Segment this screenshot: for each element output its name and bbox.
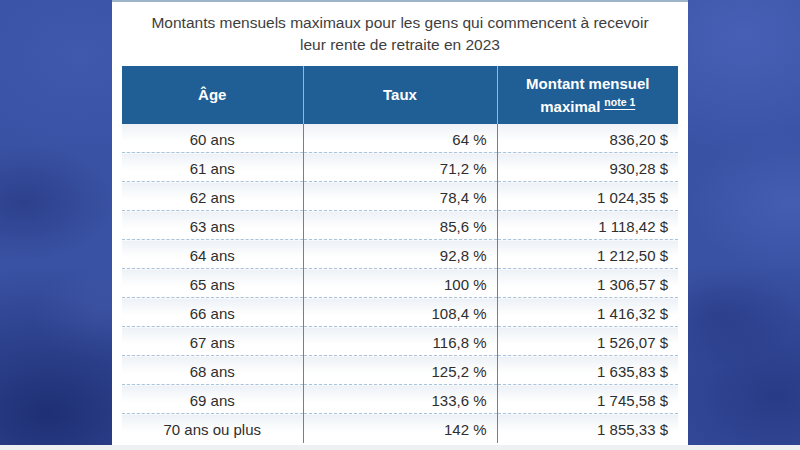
cell-amt: 1 212,50 $ bbox=[497, 240, 678, 269]
cell-taux: 64 % bbox=[303, 124, 497, 153]
cell-age: 61 ans bbox=[122, 153, 303, 182]
cell-age: 62 ans bbox=[122, 182, 303, 211]
cell-taux: 92,8 % bbox=[303, 240, 497, 269]
cell-age: 60 ans bbox=[122, 124, 303, 153]
cell-age: 69 ans bbox=[122, 385, 303, 414]
cell-taux: 133,6 % bbox=[303, 385, 497, 414]
column-header-age: Âge bbox=[122, 66, 303, 124]
cell-amt: 836,20 $ bbox=[497, 124, 678, 153]
table-body: 60 ans64 %836,20 $61 ans71,2 %930,28 $62… bbox=[122, 124, 678, 443]
table-row: 60 ans64 %836,20 $ bbox=[122, 124, 678, 153]
table-header: Âge Taux Montant mensuel maximalnote 1 bbox=[122, 66, 678, 124]
cell-taux: 71,2 % bbox=[303, 153, 497, 182]
pension-amounts-table: Âge Taux Montant mensuel maximalnote 1 6… bbox=[122, 66, 678, 443]
table-row: 64 ans92,8 %1 212,50 $ bbox=[122, 240, 678, 269]
page-background: { "page": { "background_color": "#3a52a4… bbox=[0, 0, 800, 450]
cell-taux: 142 % bbox=[303, 414, 497, 443]
table-row: 68 ans125,2 %1 635,83 $ bbox=[122, 356, 678, 385]
cell-taux: 125,2 % bbox=[303, 356, 497, 385]
table-row: 69 ans133,6 %1 745,58 $ bbox=[122, 385, 678, 414]
cell-taux: 78,4 % bbox=[303, 182, 497, 211]
cell-amt: 1 855,33 $ bbox=[497, 414, 678, 443]
table-row: 63 ans85,6 %1 118,42 $ bbox=[122, 211, 678, 240]
cell-amt: 1 635,83 $ bbox=[497, 356, 678, 385]
cell-age: 67 ans bbox=[122, 327, 303, 356]
cell-amt: 1 416,32 $ bbox=[497, 298, 678, 327]
table-row: 61 ans71,2 %930,28 $ bbox=[122, 153, 678, 182]
cell-age: 63 ans bbox=[122, 211, 303, 240]
cell-amt: 930,28 $ bbox=[497, 153, 678, 182]
column-header-age-label: Âge bbox=[198, 86, 226, 103]
cell-taux: 108,4 % bbox=[303, 298, 497, 327]
table-row: 70 ans ou plus142 %1 855,33 $ bbox=[122, 414, 678, 443]
cell-amt: 1 024,35 $ bbox=[497, 182, 678, 211]
table-row: 62 ans78,4 %1 024,35 $ bbox=[122, 182, 678, 211]
note-1-link[interactable]: note 1 bbox=[604, 96, 635, 108]
cell-age: 64 ans bbox=[122, 240, 303, 269]
cell-age: 66 ans bbox=[122, 298, 303, 327]
column-header-montant: Montant mensuel maximalnote 1 bbox=[497, 66, 678, 124]
cell-age: 70 ans ou plus bbox=[122, 414, 303, 443]
table-row: 66 ans108,4 %1 416,32 $ bbox=[122, 298, 678, 327]
cell-taux: 100 % bbox=[303, 269, 497, 298]
cell-amt: 1 118,42 $ bbox=[497, 211, 678, 240]
cell-amt: 1 526,07 $ bbox=[497, 327, 678, 356]
table-row: 67 ans116,8 %1 526,07 $ bbox=[122, 327, 678, 356]
column-header-taux-label: Taux bbox=[383, 86, 417, 103]
cell-age: 65 ans bbox=[122, 269, 303, 298]
column-header-taux: Taux bbox=[303, 66, 497, 124]
cell-amt: 1 306,57 $ bbox=[497, 269, 678, 298]
column-header-montant-label: Montant mensuel maximal bbox=[526, 75, 649, 115]
cell-taux: 116,8 % bbox=[303, 327, 497, 356]
cell-age: 68 ans bbox=[122, 356, 303, 385]
cell-taux: 85,6 % bbox=[303, 211, 497, 240]
table-row: 65 ans100 %1 306,57 $ bbox=[122, 269, 678, 298]
cell-amt: 1 745,58 $ bbox=[497, 385, 678, 414]
table-card: Montants mensuels maximaux pour les gens… bbox=[112, 0, 688, 445]
bottom-edge-strip bbox=[0, 445, 800, 450]
table-title: Montants mensuels maximaux pour les gens… bbox=[112, 2, 688, 66]
